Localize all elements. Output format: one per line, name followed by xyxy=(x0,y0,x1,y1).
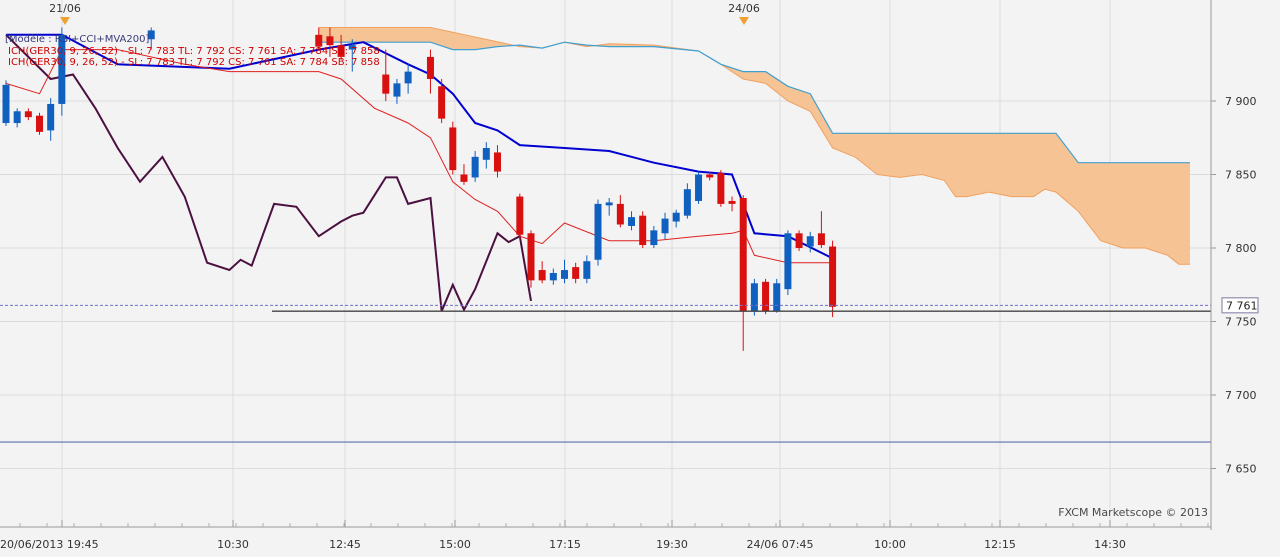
candle-up xyxy=(695,174,703,201)
time-tick-label: 20/06/2013 19:45 xyxy=(0,538,99,551)
candlestick-series xyxy=(2,27,837,351)
candle-up xyxy=(549,272,557,281)
candle-up xyxy=(471,156,479,178)
time-tick-label: 15:00 xyxy=(439,538,471,551)
candle-up xyxy=(348,45,356,50)
candle-up xyxy=(583,261,591,279)
date-marker-label: 24/06 xyxy=(728,2,760,15)
kijun-sen-line xyxy=(6,33,834,260)
candle-down xyxy=(817,233,825,246)
time-tick-label: 10:30 xyxy=(217,538,249,551)
candle-up xyxy=(806,236,814,247)
watermark: FXCM Marketscope © 2013 xyxy=(1058,506,1208,519)
candle-down xyxy=(572,267,580,279)
candle-up xyxy=(750,283,758,312)
candle-down xyxy=(438,86,446,119)
plot-area xyxy=(0,0,1211,527)
price-axis[interactable]: 7 900 7 850 7 800 7 750 7 700 7 650 xyxy=(1211,95,1257,476)
price-tick-label: 7 900 xyxy=(1225,95,1257,108)
candle-down xyxy=(795,233,803,248)
candle-up xyxy=(650,230,658,246)
candle-down xyxy=(639,215,647,246)
candle-up xyxy=(47,103,55,131)
ichimoku-cloud xyxy=(318,27,1190,265)
candle-down xyxy=(762,281,770,312)
time-tick-label: 17:15 xyxy=(549,538,581,551)
time-tick-label: 24/06 07:45 xyxy=(747,538,814,551)
candle-down xyxy=(717,173,725,204)
date-marker-arrow xyxy=(60,17,70,25)
candle-up xyxy=(594,203,602,260)
candle-down xyxy=(337,45,345,57)
cloud-fill xyxy=(318,27,1190,265)
candle-down xyxy=(616,203,624,225)
tenkan-sen-line xyxy=(5,49,833,264)
legend-ichimoku-1: ICH(GER30, 9, 26, 52) - SL: 7 783 TL: 7 … xyxy=(8,46,380,57)
candle-up xyxy=(661,218,669,234)
price-tick-label: 7 750 xyxy=(1225,316,1257,329)
date-marker-label: 21/06 xyxy=(49,2,81,15)
candle-down xyxy=(527,233,535,281)
candle-down xyxy=(449,127,457,171)
candle-down xyxy=(460,174,468,182)
time-tick-label: 19:30 xyxy=(656,538,688,551)
senkou-span-b-line xyxy=(318,41,1190,164)
candle-down xyxy=(538,270,546,281)
candle-down xyxy=(426,56,434,79)
candle-up xyxy=(628,217,636,226)
candle-down xyxy=(516,196,524,235)
candle-up xyxy=(404,71,412,84)
time-tick-label: 12:15 xyxy=(984,538,1016,551)
date-marker-arrow xyxy=(739,17,749,25)
candle-up xyxy=(605,202,613,206)
candle-down xyxy=(739,198,747,312)
price-tick-label: 7 700 xyxy=(1225,389,1257,402)
time-tick-label: 10:00 xyxy=(874,538,906,551)
candle-up xyxy=(2,84,10,124)
chikou-span-line xyxy=(5,34,532,312)
candle-up xyxy=(784,233,792,290)
candle-up xyxy=(13,111,21,124)
legend-model: [Modèle : RSI+CCI+MVA200] xyxy=(5,33,149,45)
indicator-lines xyxy=(5,33,834,312)
current-price-box xyxy=(1221,297,1259,314)
senkou-span-a-line xyxy=(318,27,1190,265)
price-tick-label: 7 850 xyxy=(1225,169,1257,182)
time-tick-label: 14:30 xyxy=(1094,538,1126,551)
candle-down xyxy=(382,74,390,94)
time-axis[interactable]: 20/06/2013 19:45 10:30 12:45 15:00 17:15 19:3… xyxy=(0,520,1209,551)
candle-up xyxy=(561,270,568,279)
price-tick-label: 7 650 xyxy=(1225,463,1257,476)
candle-up xyxy=(773,283,781,312)
time-tick-label: 12:45 xyxy=(329,538,361,551)
current-price-label: 7 761 xyxy=(1226,299,1258,312)
date-markers: 21/06 24/06 xyxy=(49,2,760,25)
price-axis-background xyxy=(1211,0,1280,557)
candle-up xyxy=(393,83,401,97)
candle-down xyxy=(728,200,736,204)
candle-down xyxy=(36,115,44,132)
candle-down xyxy=(24,111,32,118)
candle-up xyxy=(482,148,490,160)
current-price-tag: 7 761 xyxy=(1221,297,1259,314)
candle-up xyxy=(147,30,155,40)
price-levels xyxy=(0,304,1211,443)
candle-down xyxy=(326,36,334,46)
candle-up xyxy=(683,189,691,216)
price-tick-label: 7 800 xyxy=(1225,242,1257,255)
candle-down xyxy=(493,152,501,172)
candle-down xyxy=(706,174,714,178)
legend: [Modèle : RSI+CCI+MVA200] ICH(GER30, 9, … xyxy=(5,33,380,68)
candle-up xyxy=(672,212,680,222)
legend-ichimoku-2: ICH(GER30, 9, 26, 52) - SL: 7 783 TL: 7 … xyxy=(8,57,380,68)
candle-down xyxy=(829,246,837,307)
candle-down xyxy=(315,34,323,47)
candle-up xyxy=(58,34,66,104)
